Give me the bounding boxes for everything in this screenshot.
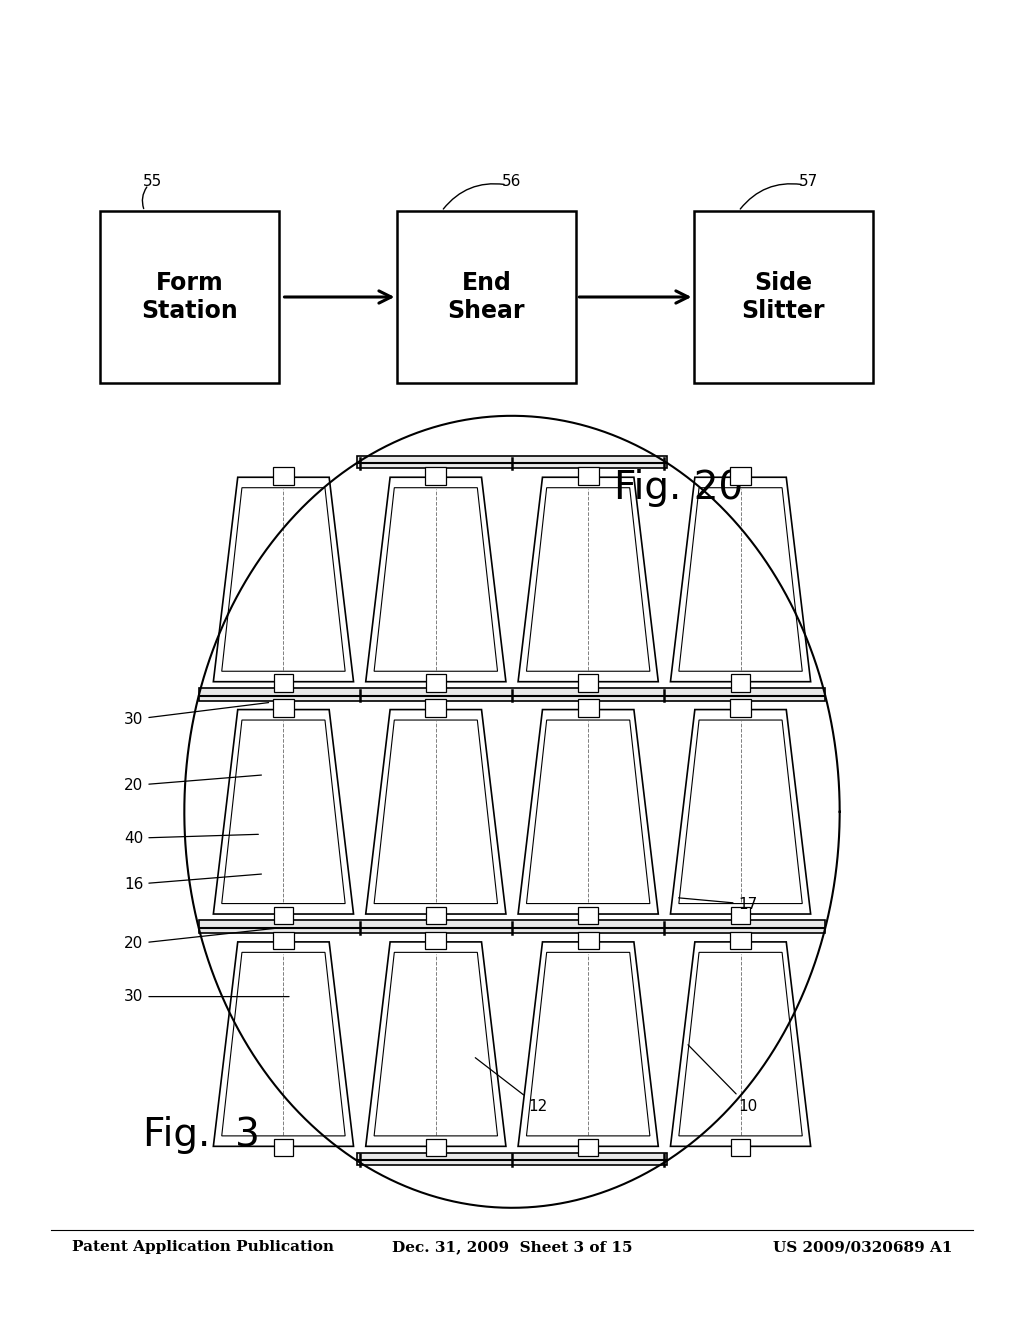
Bar bbox=[578, 700, 599, 717]
Bar bbox=[730, 932, 752, 949]
Text: End
Shear: End Shear bbox=[447, 271, 525, 323]
Text: 10: 10 bbox=[688, 1045, 758, 1114]
Bar bbox=[579, 675, 598, 692]
FancyBboxPatch shape bbox=[694, 211, 872, 383]
Bar bbox=[425, 700, 446, 717]
FancyBboxPatch shape bbox=[199, 688, 825, 701]
Text: 40: 40 bbox=[124, 830, 258, 846]
Bar bbox=[272, 932, 294, 949]
Text: Form
Station: Form Station bbox=[141, 271, 238, 323]
Text: Side
Slitter: Side Slitter bbox=[741, 271, 825, 323]
Text: US 2009/0320689 A1: US 2009/0320689 A1 bbox=[773, 1241, 952, 1254]
Text: 30: 30 bbox=[124, 702, 268, 727]
Bar bbox=[273, 1139, 293, 1156]
Bar bbox=[426, 675, 445, 692]
Bar bbox=[425, 932, 446, 949]
Text: 30: 30 bbox=[124, 989, 289, 1005]
Text: 20: 20 bbox=[124, 775, 261, 793]
FancyBboxPatch shape bbox=[357, 1152, 667, 1166]
Bar bbox=[731, 1139, 751, 1156]
Bar bbox=[578, 467, 599, 484]
Bar bbox=[579, 1139, 598, 1156]
Bar bbox=[579, 907, 598, 924]
Bar bbox=[730, 700, 752, 717]
Bar bbox=[578, 932, 599, 949]
FancyBboxPatch shape bbox=[396, 211, 575, 383]
Bar bbox=[273, 907, 293, 924]
FancyBboxPatch shape bbox=[357, 455, 667, 469]
FancyBboxPatch shape bbox=[100, 211, 279, 383]
Bar bbox=[273, 675, 293, 692]
Text: Fig.  3: Fig. 3 bbox=[143, 1117, 260, 1154]
Text: Fig. 20: Fig. 20 bbox=[614, 470, 743, 507]
Text: 20: 20 bbox=[124, 928, 275, 952]
Text: 12: 12 bbox=[475, 1057, 548, 1114]
Text: 56: 56 bbox=[502, 174, 521, 189]
Bar bbox=[272, 700, 294, 717]
Text: 17: 17 bbox=[679, 896, 758, 912]
Bar bbox=[426, 1139, 445, 1156]
Bar bbox=[731, 675, 751, 692]
Bar bbox=[425, 467, 446, 484]
Text: Dec. 31, 2009  Sheet 3 of 15: Dec. 31, 2009 Sheet 3 of 15 bbox=[392, 1241, 632, 1254]
Text: 57: 57 bbox=[799, 174, 818, 189]
Bar bbox=[731, 907, 751, 924]
Bar bbox=[426, 907, 445, 924]
FancyBboxPatch shape bbox=[199, 920, 825, 933]
Text: 55: 55 bbox=[143, 174, 163, 189]
Text: 16: 16 bbox=[124, 874, 261, 892]
Text: Patent Application Publication: Patent Application Publication bbox=[72, 1241, 334, 1254]
Bar bbox=[272, 467, 294, 484]
Bar bbox=[730, 467, 752, 484]
